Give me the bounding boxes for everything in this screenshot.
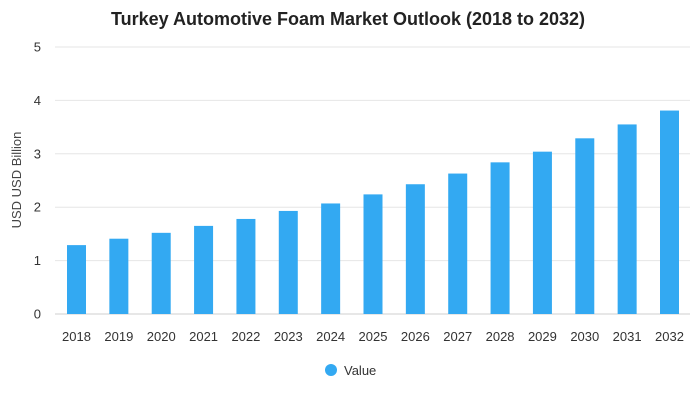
x-tick-label: 2019 [104,329,133,344]
x-tick-label: 2020 [147,329,176,344]
x-axis-tick-labels: 2018 2019 2020 2021 2022 2023 2024 2025 2026 2027… [62,329,684,344]
x-tick-label: 2028 [486,329,515,344]
y-tick-label: 4 [34,93,41,108]
bar-2018 [67,245,86,314]
x-tick-label: 2018 [62,329,91,344]
y-tick-label: 1 [34,253,41,268]
x-tick-label: 2021 [189,329,218,344]
x-tick-label: 2032 [655,329,684,344]
x-tick-label: 2022 [231,329,260,344]
x-tick-label: 2027 [443,329,472,344]
bar-2028 [490,162,510,314]
bar-2026 [405,184,425,314]
bar-2023 [278,210,298,314]
y-axis-tick-labels: 0 1 2 3 4 5 [34,40,41,322]
legend-label-value: Value [344,363,376,378]
chart-title: Turkey Automotive Foam Market Outlook (2… [111,9,585,29]
bar-2031 [617,124,637,315]
legend: Value [325,363,376,378]
bars [67,110,679,315]
x-tick-label: 2029 [528,329,557,344]
x-tick-label: 2026 [401,329,430,344]
bar-2024 [321,203,341,314]
x-tick-label: 2024 [316,329,345,344]
bar-2025 [363,194,383,314]
bar-2020 [151,232,171,314]
bar-2022 [236,218,256,314]
bar-2030 [575,138,595,314]
bar-2029 [532,151,552,314]
y-tick-label: 5 [34,40,41,55]
y-tick-label: 2 [34,200,41,215]
x-tick-label: 2023 [274,329,303,344]
y-axis-label: USD USD Billion [9,132,24,229]
bar-2027 [448,173,468,314]
bar-2019 [109,238,129,314]
x-tick-label: 2031 [613,329,642,344]
y-tick-label: 0 [34,307,41,322]
bar-2021 [194,225,214,314]
legend-swatch-value [325,364,337,376]
y-tick-label: 3 [34,146,41,161]
bar-2032 [660,110,679,315]
x-tick-label: 2025 [359,329,388,344]
x-tick-label: 2030 [570,329,599,344]
